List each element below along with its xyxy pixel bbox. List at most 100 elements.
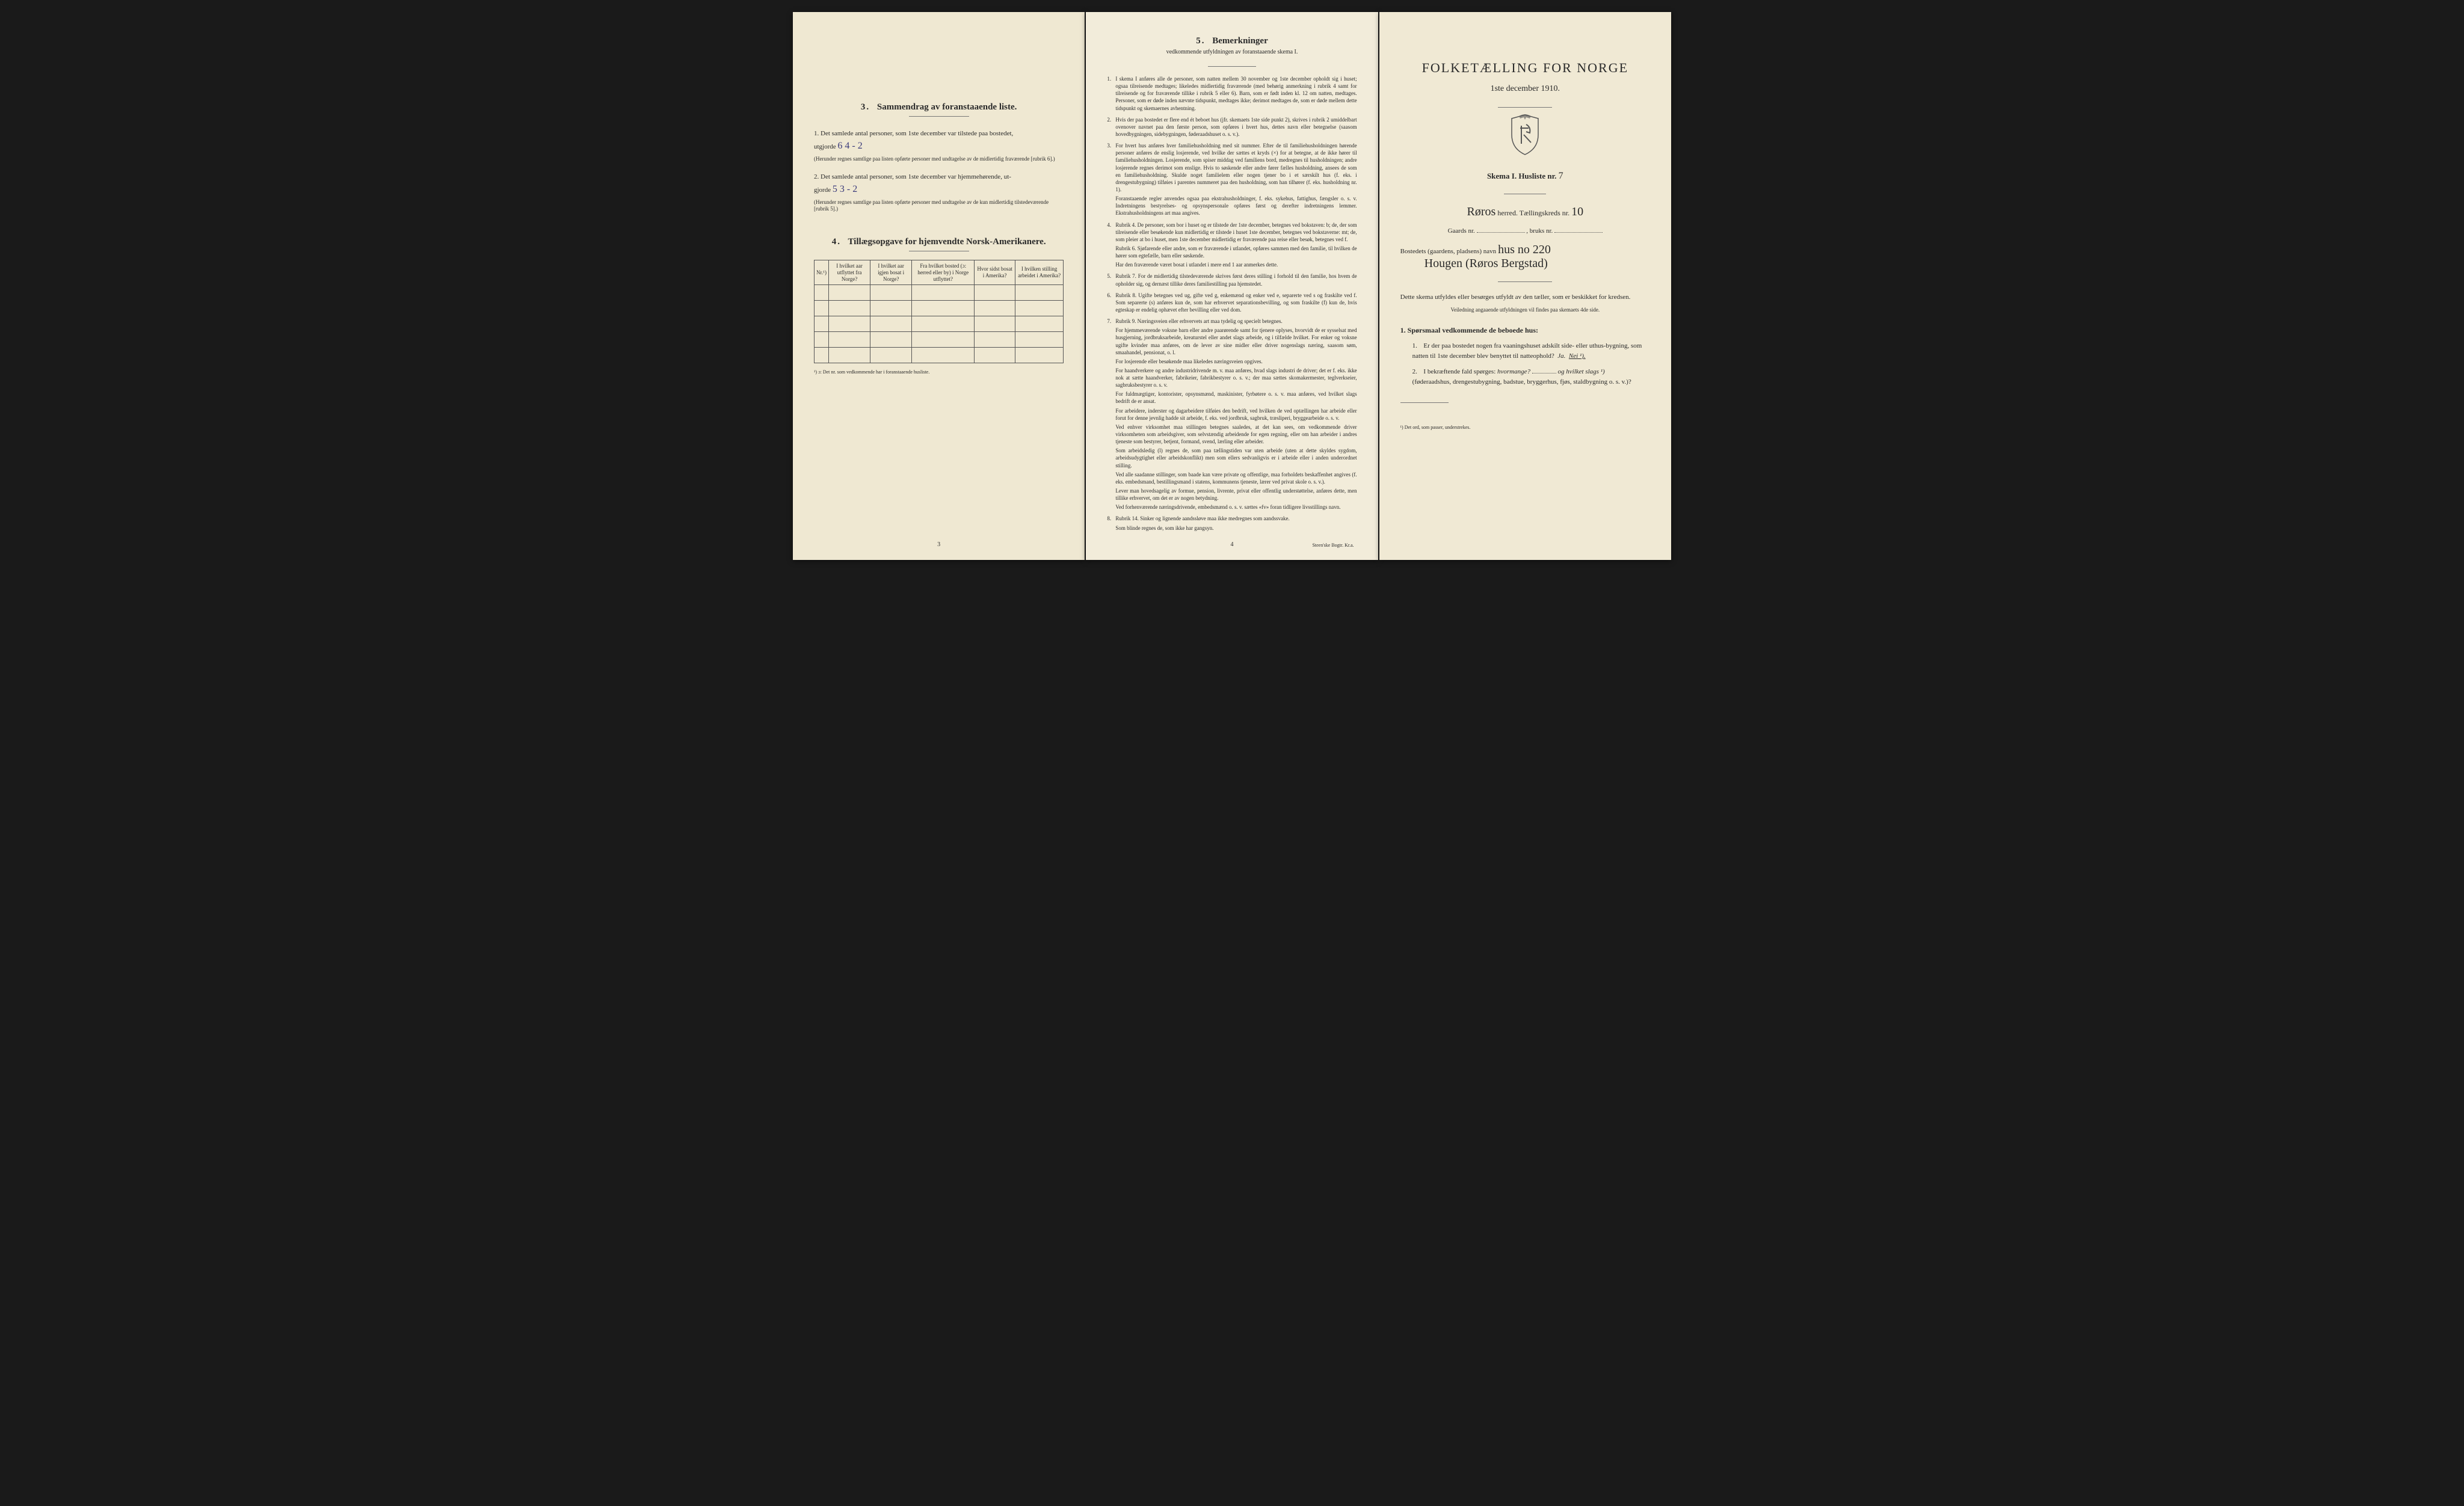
remark-item: 4.Rubrik 4. De personer, som bor i huset… [1107, 221, 1357, 269]
question-1: 1. Det samlede antal personer, som 1ste … [814, 129, 1064, 162]
remark-item: 3. For hvert hus anføres hver familiehush… [1107, 142, 1357, 217]
bosted-line: Bostedets (gaardens, pladsens) navn hus … [1400, 243, 1650, 271]
table-cell [912, 316, 975, 332]
section-4-title: Tillægsopgave for hjemvendte Norsk-Ameri… [848, 237, 1046, 247]
table-cell [815, 285, 829, 301]
remark-number: 3. [1107, 142, 1111, 149]
gaards-blank [1477, 232, 1525, 233]
section-4-supplement: 4. Tillægsopgave for hjemvendte Norsk-Am… [814, 237, 1064, 375]
section-4-heading: 4. Tillægsopgave for hjemvendte Norsk-Am… [814, 237, 1064, 247]
table-cell [1015, 285, 1064, 301]
table-cell [912, 332, 975, 348]
remark-paragraph: Ved forhenværende næringsdrivende, embed… [1115, 503, 1357, 511]
table-col-header: Fra hvilket bosted (ɔ: herred eller by) … [912, 260, 975, 285]
remark-number: 6. [1107, 292, 1111, 299]
bosted-label: Bostedets (gaardens, pladsens) navn [1400, 248, 1496, 255]
table-col-header: Hvor sidst bosat i Amerika? [975, 260, 1015, 285]
husliste-number: 7 [1559, 171, 1563, 181]
section-4-number: 4. [832, 237, 841, 247]
section-3-heading: 3. Sammendrag av foranstaaende liste. [814, 102, 1064, 112]
table-cell [870, 301, 912, 316]
section-3-summary: 3. Sammendrag av foranstaaende liste. 1.… [814, 102, 1064, 213]
q2-text: 2. Det samlede antal personer, som 1ste … [814, 173, 1011, 180]
bruks-blank [1554, 232, 1603, 233]
sq1-ja: Ja. [1557, 352, 1565, 360]
divider [1498, 281, 1552, 282]
remark-paragraph: Har den fraværende været bosat i utlande… [1115, 261, 1357, 268]
table-col-header: Nr.¹) [815, 260, 829, 285]
table-cell [870, 285, 912, 301]
sq1-text: Er der paa bostedet nogen fra vaaningshu… [1412, 342, 1642, 360]
table-cell [815, 316, 829, 332]
question-2: 2. Det samlede antal personer, som 1ste … [814, 172, 1064, 213]
divider [1208, 66, 1256, 67]
question-1-title: 1. Spørsmaal vedkommende de beboede hus: [1400, 326, 1650, 335]
remark-number: 8. [1107, 515, 1111, 522]
table-cell [1015, 348, 1064, 363]
table-cell [975, 285, 1015, 301]
page-1-cover: FOLKETÆLLING FOR NORGE 1ste december 191… [1379, 12, 1671, 560]
remark-paragraph: For haandverkere og andre industridriven… [1115, 367, 1357, 389]
table-cell [1015, 301, 1064, 316]
remark-number: 4. [1107, 221, 1111, 229]
section-3-title: Sammendrag av foranstaaende liste. [877, 102, 1017, 112]
table-cell [975, 332, 1015, 348]
table-col-header: I hvilket aar utflyttet fra Norge? [828, 260, 870, 285]
instruction-small: Veiledning angaaende utfyldningen vil fi… [1400, 307, 1650, 313]
sub-question-1: 1. Er der paa bostedet nogen fra vaaning… [1412, 341, 1650, 361]
footnote-1: ¹) Det ord, som passer, understrekes. [1400, 421, 1650, 430]
remark-text: Rubrik 9. Næringsveien eller erhvervets … [1115, 318, 1282, 324]
remark-paragraph: Foranstaaende regler anvendes ogsaa paa … [1115, 195, 1357, 217]
remark-number: 2. [1107, 116, 1111, 123]
remark-item: 5.Rubrik 7. For de midlertidig tilstedev… [1107, 272, 1357, 287]
table-cell [975, 348, 1015, 363]
coat-of-arms [1400, 114, 1650, 159]
q1-label: utgjorde [814, 143, 836, 150]
table-cell [815, 348, 829, 363]
table-row [815, 332, 1064, 348]
table-cell [870, 316, 912, 332]
census-title: FOLKETÆLLING FOR NORGE [1400, 60, 1650, 76]
instruction-text: Dette skema utfyldes eller besørges utfy… [1400, 293, 1650, 302]
table-cell [912, 301, 975, 316]
table-cell [828, 316, 870, 332]
table-footnote: ¹) ɔ: Det nr. som vedkommende har i fora… [814, 369, 1064, 375]
bosted-value-1: hus no 220 [1498, 243, 1551, 256]
table-cell [815, 301, 829, 316]
sq2-og: og hvilket slags ¹) [1558, 368, 1605, 375]
sq1-nei-underlined: Nei ¹). [1569, 352, 1586, 360]
remark-paragraph: Lever man hovedsagelig av formue, pensio… [1115, 487, 1357, 502]
remark-paragraph: For hjemmeværende voksne barn eller andr… [1115, 327, 1357, 356]
table-cell [1015, 316, 1064, 332]
table-body [815, 285, 1064, 363]
remark-item: 8. Rubrik 14. Sinker og lignende aandsslø… [1107, 515, 1357, 531]
remark-paragraph: Ved enhver virksomhet maa stillingen bet… [1115, 423, 1357, 445]
table-col-header: I hvilket aar igjen bosat i Norge? [870, 260, 912, 285]
page-4: 5. Bemerkninger vedkommende utfyldningen… [1086, 12, 1378, 560]
table-row [815, 301, 1064, 316]
remark-item: 2.Hvis der paa bostedet er flere end ét … [1107, 116, 1357, 138]
printer-credit: Steen'ske Bogtr. Kr.a. [1312, 542, 1354, 548]
remark-paragraph: For fuldmægtiger, kontorister, opsynsmæn… [1115, 390, 1357, 405]
table-row [815, 316, 1064, 332]
q2-label: gjorde [814, 186, 831, 194]
section-5-subtitle: vedkommende utfyldningen av foranstaaend… [1107, 49, 1357, 55]
section-5-number: 5. [1196, 36, 1205, 46]
remark-paragraph: Som arbeidsledig (l) regnes de, som paa … [1115, 447, 1357, 469]
herred-line: Røros herred. Tællingskreds nr. 10 [1400, 205, 1650, 219]
remark-paragraph: Ved alle saadanne stillinger, som baade … [1115, 471, 1357, 485]
sq2-text: I bekræftende fald spørges: [1423, 368, 1495, 375]
remark-text: For hvert hus anføres hver familiehushol… [1115, 143, 1357, 192]
herred-label: herred. Tællingskreds nr. [1497, 209, 1569, 217]
gaards-line: Gaards nr. , bruks nr. [1400, 227, 1650, 235]
table-cell [975, 301, 1015, 316]
remark-text: Rubrik 8. Ugifte betegnes ved ug, gifte … [1115, 292, 1357, 313]
herred-value: Røros [1467, 205, 1496, 218]
table-cell [870, 332, 912, 348]
table-cell [912, 285, 975, 301]
q2-handwritten-value: 5 3 - 2 [833, 184, 857, 194]
remark-paragraph: For losjerende eller besøkende maa likel… [1115, 358, 1357, 365]
schema-label: Skema I. Husliste nr. [1487, 171, 1556, 180]
remark-text: Rubrik 14. Sinker og lignende aandssløve… [1115, 515, 1289, 521]
section-3-number: 3. [861, 102, 870, 112]
